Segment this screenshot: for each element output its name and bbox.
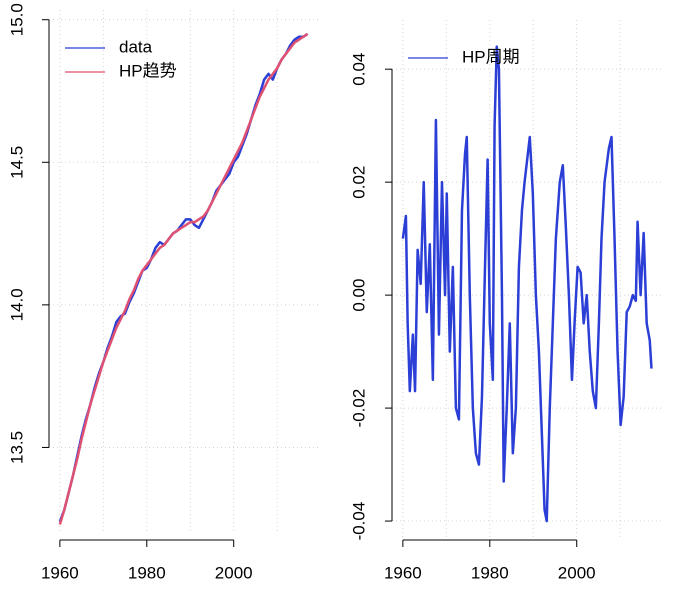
y-tick-label: 0.04 — [349, 53, 368, 86]
y-tick-label: 14.0 — [7, 288, 26, 321]
x-tick-label: 1980 — [128, 563, 166, 582]
panel: 0.04 0.02 0.00 -0.02 -0.04 1960 1980 2000 HP周期 — [349, 20, 662, 582]
x-tick-label: 2000 — [215, 563, 253, 582]
x-tick-label: 1960 — [384, 563, 422, 582]
panel: 15.0 14.5 14.0 13.5 1960 1980 2000 data HP趋势 — [7, 3, 320, 582]
legend-label: HP周期 — [462, 47, 520, 66]
series-line — [58, 32, 309, 525]
series-line — [401, 45, 653, 523]
x-tick-label: 1980 — [471, 563, 509, 582]
x-tick-label: 1960 — [41, 563, 79, 582]
x-tick-label: 2000 — [558, 563, 596, 582]
series-line — [58, 32, 309, 523]
y-tick-label: 0.02 — [349, 166, 368, 199]
y-tick-label: 14.5 — [7, 146, 26, 179]
legend-label: HP趋势 — [119, 61, 177, 80]
y-tick-label: -0.04 — [349, 502, 368, 541]
y-tick-label: -0.02 — [349, 389, 368, 428]
legend-label: data — [119, 37, 153, 56]
y-tick-label: 15.0 — [7, 3, 26, 36]
y-tick-label: 0.00 — [349, 279, 368, 312]
y-tick-label: 13.5 — [7, 431, 26, 464]
